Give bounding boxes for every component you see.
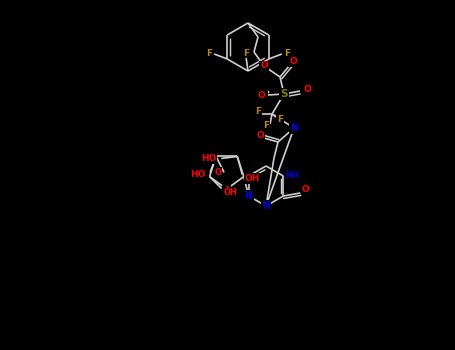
Text: HO: HO xyxy=(190,170,205,179)
Text: O: O xyxy=(302,186,309,195)
Text: N: N xyxy=(262,201,270,211)
Text: OH: OH xyxy=(244,174,260,183)
Text: F: F xyxy=(284,49,290,58)
Text: O: O xyxy=(260,62,268,70)
Text: N: N xyxy=(245,191,253,201)
Text: S: S xyxy=(280,89,288,99)
Text: O: O xyxy=(257,91,265,99)
Text: HO: HO xyxy=(201,154,216,163)
Text: F: F xyxy=(263,120,269,130)
Text: F: F xyxy=(255,106,261,116)
Text: O: O xyxy=(256,132,264,140)
Text: NH: NH xyxy=(285,172,299,181)
Text: O: O xyxy=(303,85,311,94)
Text: O: O xyxy=(215,168,222,177)
Text: F: F xyxy=(243,49,249,57)
Text: O: O xyxy=(289,57,297,66)
Text: F: F xyxy=(206,49,212,58)
Text: OH: OH xyxy=(223,188,238,197)
Text: O: O xyxy=(223,186,231,195)
Text: O: O xyxy=(223,184,231,194)
Text: N: N xyxy=(290,123,298,133)
Text: F: F xyxy=(277,116,283,125)
